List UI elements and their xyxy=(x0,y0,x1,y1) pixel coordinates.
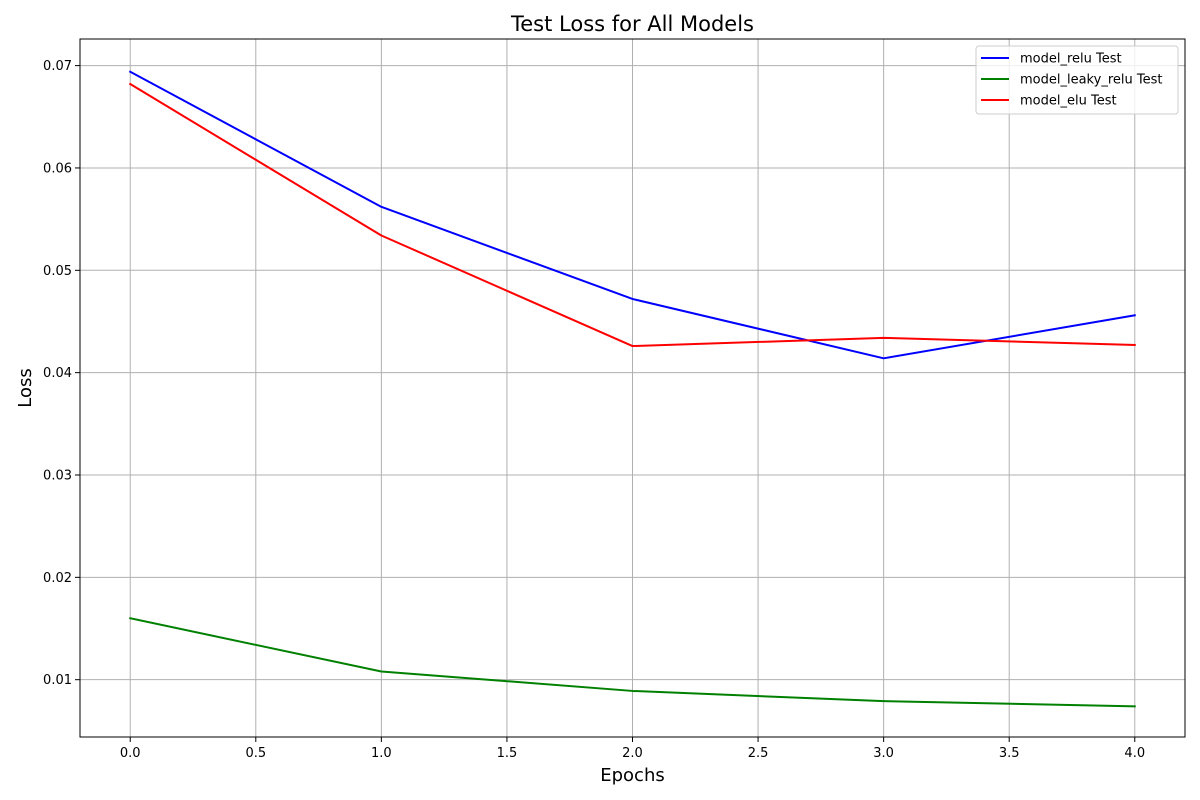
x-tick-label: 2.5 xyxy=(748,746,769,761)
x-tick-label: 3.5 xyxy=(999,746,1020,761)
x-tick-label: 1.5 xyxy=(497,746,518,761)
legend-box xyxy=(975,45,1179,115)
x-tick-label: 4.0 xyxy=(1124,746,1145,761)
series-line-model-elu-test xyxy=(128,82,1136,348)
y-axis-title: Loss xyxy=(15,368,36,407)
legend-label: model_elu Test xyxy=(1020,94,1117,109)
x-tick-label: 0.0 xyxy=(120,746,141,761)
x-tick-label: 1.0 xyxy=(371,746,392,761)
y-tick-label: 0.01 xyxy=(43,673,72,688)
series-line-model-relu-test xyxy=(128,70,1136,360)
x-tick-label: 0.5 xyxy=(245,746,266,761)
legend-label: model_relu Test xyxy=(1020,52,1122,67)
x-tick-label: 3.0 xyxy=(873,746,894,761)
y-tick-label: 0.02 xyxy=(43,571,72,586)
axis-ticks: 0.0 0.5 1.0 1.5 2.0 2.5 3.0 3.5 4.0 0.01 0.02 0.03 0… xyxy=(43,59,1145,761)
y-tick-label: 0.05 xyxy=(43,264,72,279)
series-lines xyxy=(128,70,1136,708)
series-line-model-leaky-relu-test xyxy=(129,617,1136,708)
y-tick-label: 0.04 xyxy=(43,366,72,381)
y-tick-label: 0.07 xyxy=(43,59,72,74)
legend-label: model_leaky_relu Test xyxy=(1020,73,1162,88)
x-tick-label: 2.0 xyxy=(622,746,643,761)
grid xyxy=(80,39,1185,737)
y-tick-label: 0.06 xyxy=(43,161,72,176)
y-tick-label: 0.03 xyxy=(43,468,72,483)
x-axis-title: Epochs xyxy=(600,765,665,786)
chart-title: Test Loss for All Models xyxy=(510,12,754,36)
legend: model_relu Test model_leaky_relu Test mode… xyxy=(975,45,1179,115)
